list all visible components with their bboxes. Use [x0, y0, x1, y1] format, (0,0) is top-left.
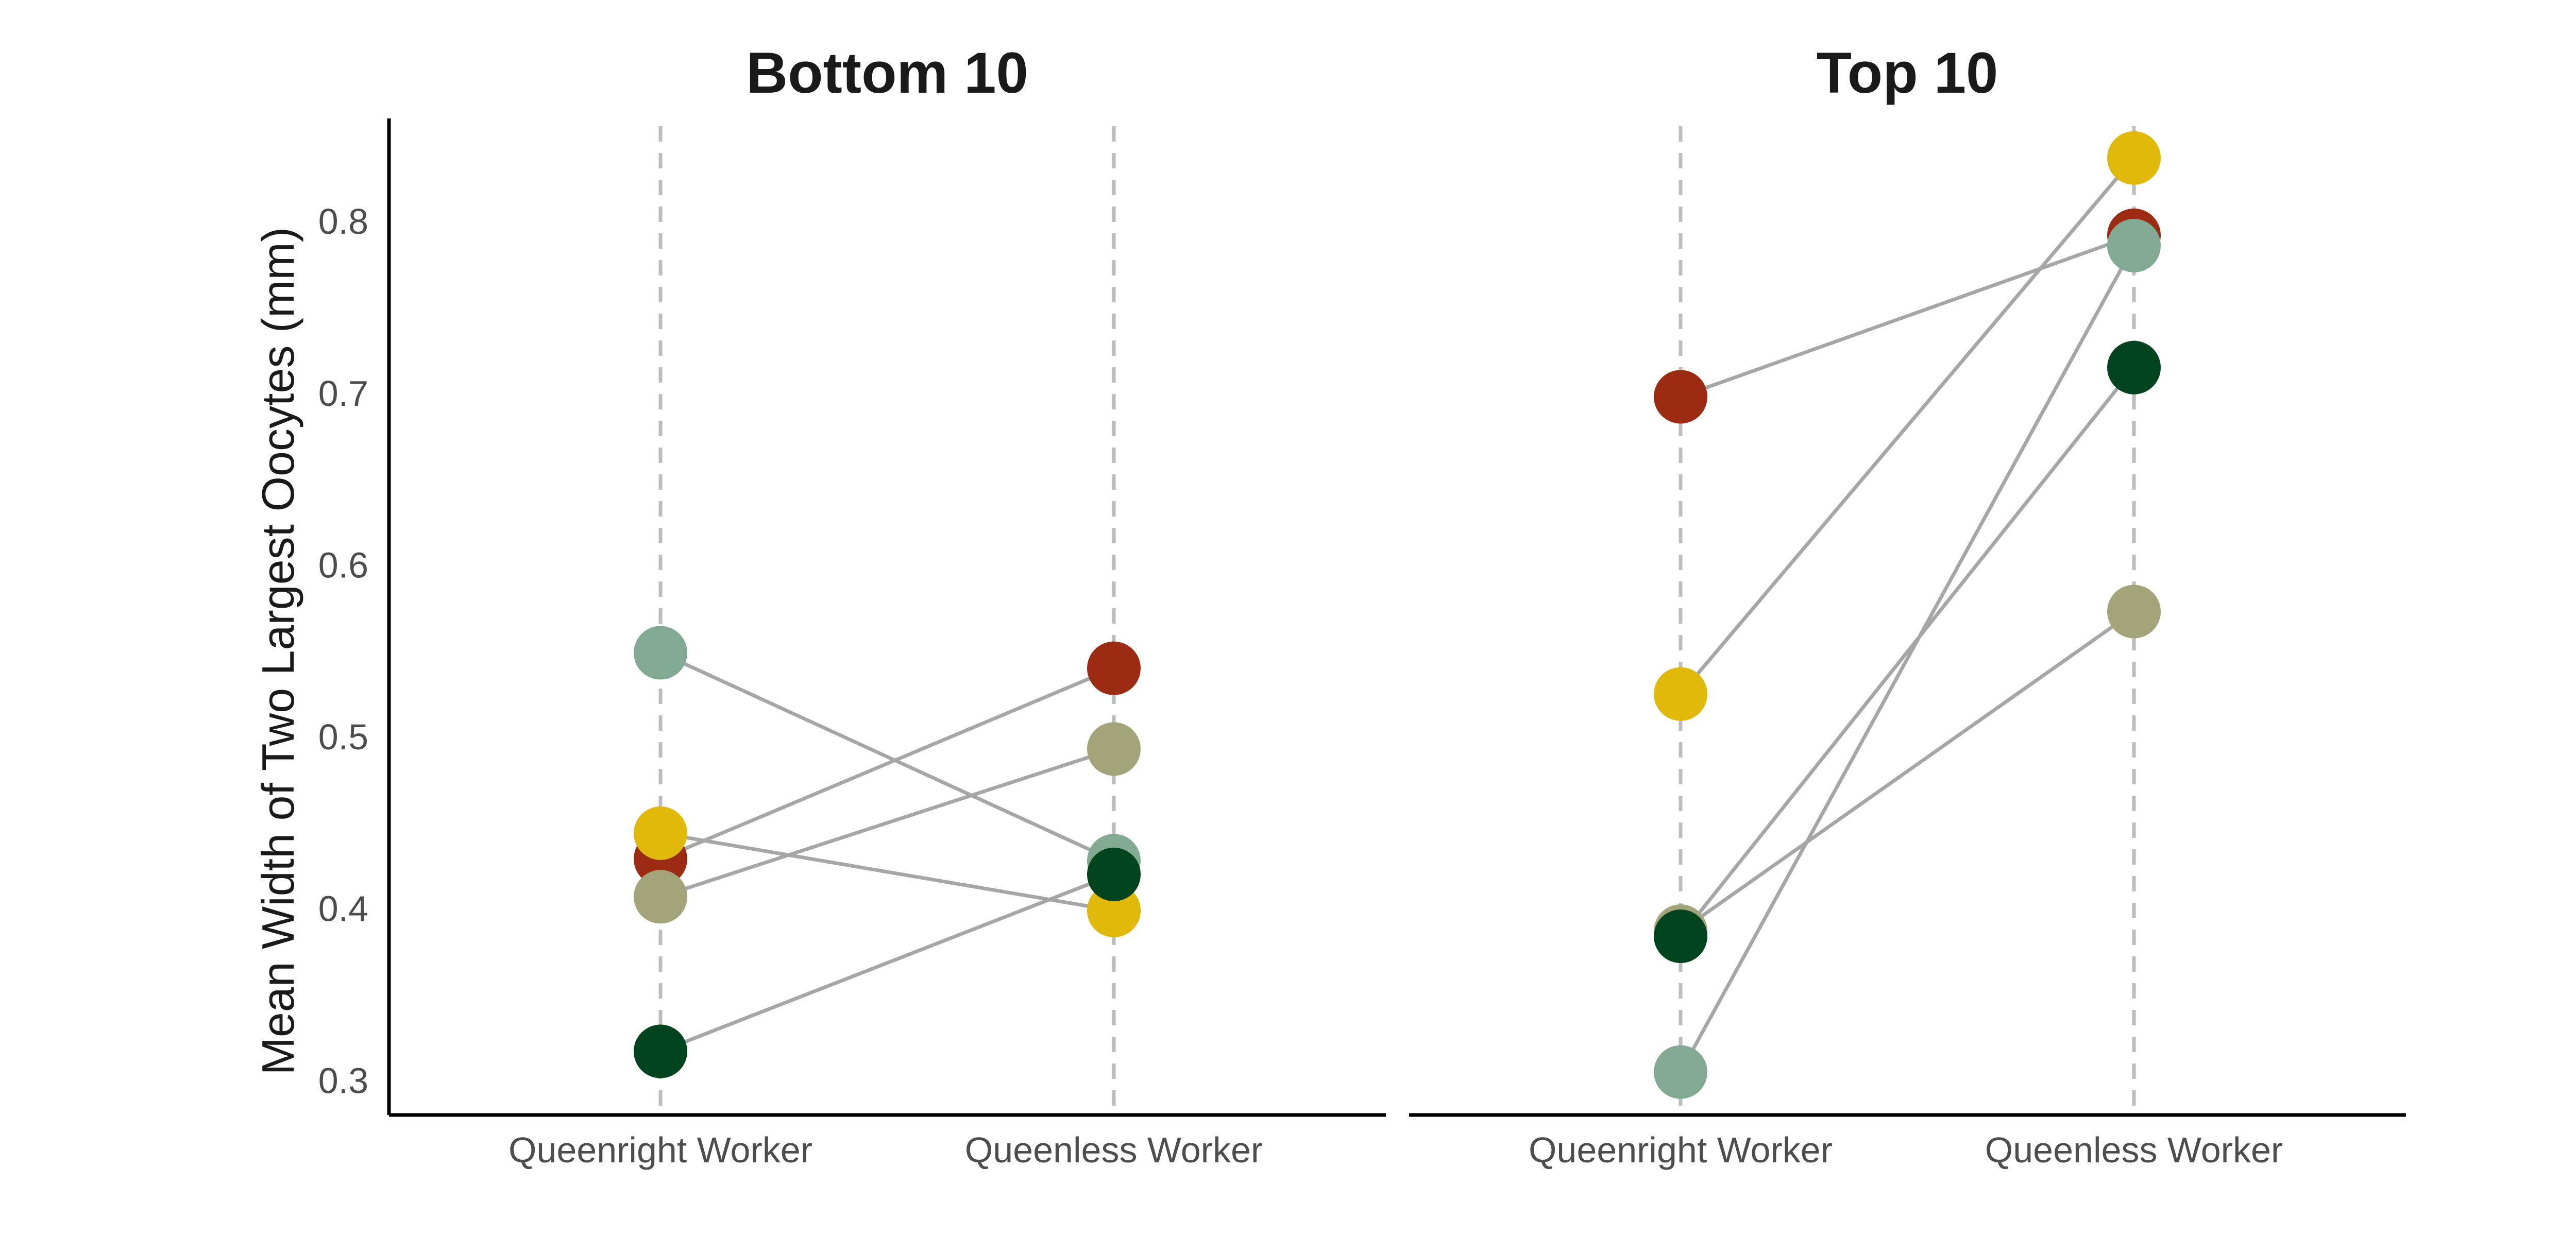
data-point: [1087, 641, 1141, 695]
data-point: [634, 806, 687, 860]
data-point: [1654, 370, 1707, 424]
y-tick-label: 0.4: [318, 889, 368, 929]
colony-connector-line: [659, 747, 1115, 899]
data-point: [1654, 667, 1707, 721]
colony-connector-line: [1679, 245, 2136, 1073]
data-point: [1087, 722, 1141, 776]
data-point: [634, 1024, 687, 1078]
data-point: [634, 870, 687, 924]
x-tick-label: Queenright Worker: [1529, 1130, 1833, 1170]
y-tick-label: 0.6: [318, 545, 368, 585]
x-tick-label: Queenright Worker: [509, 1130, 812, 1170]
y-tick-label: 0.7: [318, 373, 368, 414]
y-tick-label: 0.5: [318, 717, 368, 757]
y-axis-title: Mean Width of Two Largest Oocytes (mm): [252, 227, 303, 1075]
y-tick-label: 0.3: [318, 1060, 368, 1101]
data-point: [1087, 847, 1141, 901]
x-tick-label: Queenless Worker: [1985, 1130, 2283, 1170]
data-point: [1654, 1045, 1707, 1099]
data-point: [2107, 340, 2161, 394]
y-tick-label: 0.8: [318, 201, 368, 242]
data-point: [1654, 909, 1707, 964]
data-point: [2107, 218, 2161, 272]
data-point: [634, 626, 687, 680]
colony-connector-line: [1679, 366, 2136, 938]
colony-connector-line: [1679, 610, 2136, 933]
data-point: [2107, 131, 2161, 185]
colony-connector-line: [659, 651, 1115, 863]
panel-title: Bottom 10: [746, 41, 1028, 105]
colony-connector-line: [659, 872, 1115, 1053]
panel-title: Top 10: [1817, 41, 1998, 105]
colony-connector-line: [659, 666, 1115, 861]
colony-connector-line: [660, 831, 1114, 913]
x-tick-label: Queenless Worker: [965, 1130, 1263, 1170]
data-point: [2107, 585, 2161, 639]
colony-connector-line: [1679, 157, 2136, 695]
colony-connector-line: [1680, 233, 2135, 399]
